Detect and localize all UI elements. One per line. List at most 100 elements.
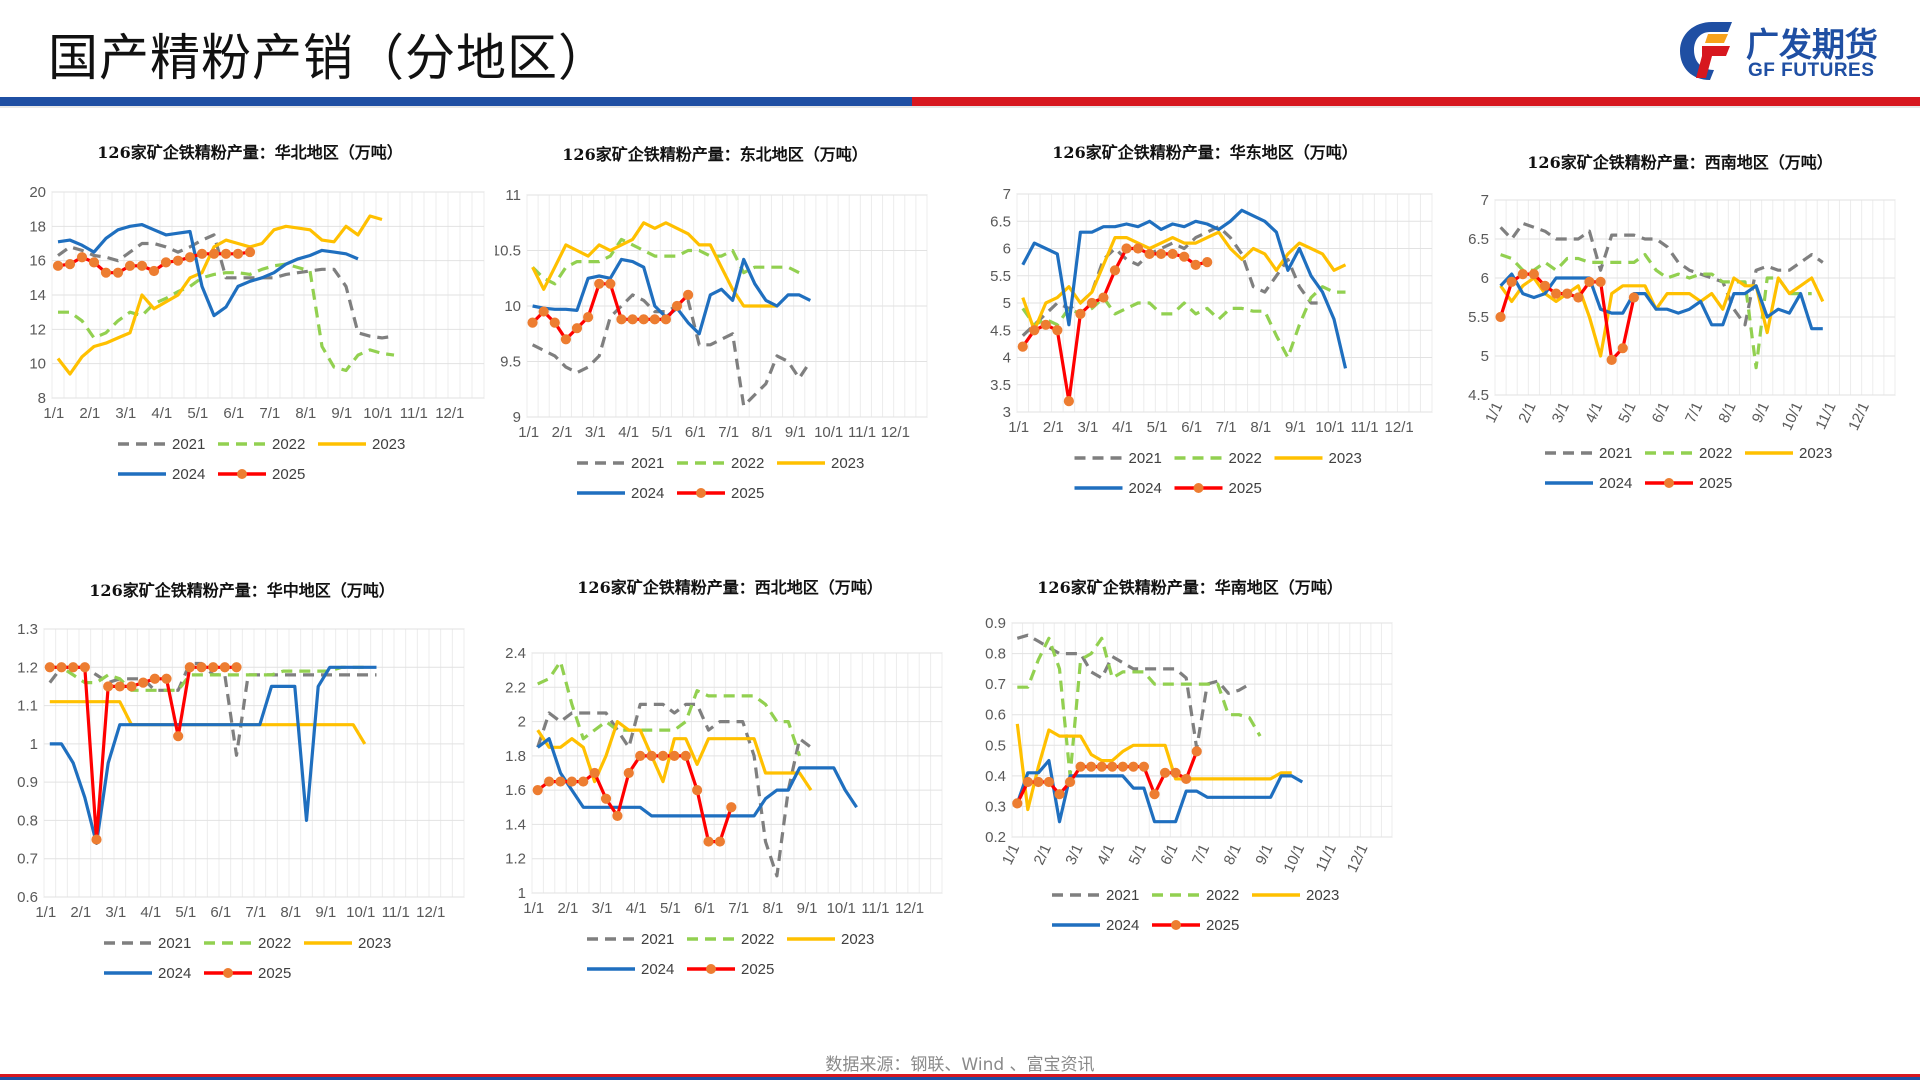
series-line-2021	[531, 293, 812, 408]
data-point-2025	[726, 802, 737, 813]
x-tick-label: 11/1	[1313, 842, 1340, 875]
header-bar-red	[912, 97, 1920, 106]
x-tick-label: 11/1	[861, 900, 889, 917]
x-tick-label: 1/1	[518, 424, 539, 441]
data-point-2025	[1170, 767, 1181, 778]
data-point-2025	[578, 776, 589, 787]
footer-line-blue	[0, 1077, 1920, 1080]
x-tick-label: 11/1	[848, 424, 876, 441]
data-point-2025	[161, 673, 172, 684]
y-tick-label: 1.2	[505, 851, 526, 868]
legend-label-2024: 2024	[1129, 480, 1162, 497]
data-point-2025	[231, 662, 242, 673]
x-tick-label: 1/1	[43, 405, 64, 422]
legend-label-2022: 2022	[258, 935, 291, 952]
y-tick-label: 8	[38, 390, 46, 407]
x-tick-label: 7/1	[1189, 842, 1213, 868]
data-point-2025	[1086, 761, 1097, 772]
data-point-2025	[173, 731, 184, 742]
data-point-2025	[244, 246, 256, 258]
y-tick-label: 10	[29, 356, 46, 373]
legend-label-2021: 2021	[1599, 445, 1632, 462]
data-point-2025	[600, 793, 612, 804]
y-tick-label: 5.5	[1468, 309, 1489, 326]
data-point-2025	[1132, 243, 1144, 254]
data-point-2025	[1551, 288, 1562, 299]
data-point-2025	[148, 265, 160, 277]
data-point-2025	[219, 662, 230, 673]
y-tick-label: 2.2	[505, 679, 526, 696]
x-tick-label: 9/1	[1285, 419, 1306, 436]
chart-title: 126家矿企铁精粉产量：华东地区（万吨）	[1052, 143, 1358, 162]
data-point-2025	[232, 248, 244, 259]
legend-label-2023: 2023	[1306, 887, 1339, 904]
legend-label-2021: 2021	[641, 931, 674, 948]
legend-label-2024: 2024	[1106, 917, 1139, 934]
data-point-2025	[1052, 325, 1063, 336]
x-tick-label: 5/1	[1126, 842, 1150, 868]
x-tick-label: 11/1	[382, 904, 410, 921]
x-tick-label: 12/1	[895, 900, 924, 917]
y-tick-label: 14	[29, 287, 46, 304]
x-tick-label: 2/1	[1031, 842, 1055, 868]
data-point-2025	[635, 750, 646, 761]
y-tick-label: 9.5	[500, 354, 521, 371]
data-point-2025	[1606, 354, 1617, 365]
chart-title: 126家矿企铁精粉产量：华中地区（万吨）	[89, 581, 395, 600]
legend-label-2021: 2021	[158, 935, 191, 952]
x-tick-label: 3/1	[1062, 842, 1086, 868]
y-tick-label: 0.8	[985, 646, 1006, 663]
x-tick-label: 1/1	[1008, 419, 1029, 436]
x-tick-label: 9/1	[315, 904, 336, 921]
x-tick-label: 4/1	[151, 405, 172, 422]
x-tick-label: 2/1	[557, 900, 578, 917]
data-point-2025	[124, 260, 136, 271]
data-point-2025	[1179, 251, 1190, 262]
data-point-2025	[91, 834, 102, 845]
data-point-2025	[220, 248, 232, 259]
x-tick-label: 10/1	[827, 900, 856, 917]
data-point-2025	[543, 776, 555, 787]
x-tick-label: 2/1	[552, 424, 573, 441]
x-tick-label: 6/1	[694, 900, 715, 917]
y-tick-label: 2	[518, 714, 526, 731]
data-point-2025	[1109, 265, 1121, 276]
data-point-2025	[583, 312, 594, 323]
series-line-2024	[57, 222, 359, 318]
x-tick-label: 12/1	[1385, 419, 1414, 436]
data-point-2025	[52, 260, 64, 271]
data-point-2025	[1144, 248, 1155, 260]
legend-label-2024: 2024	[631, 485, 664, 502]
legend-label-2024: 2024	[1599, 475, 1632, 492]
chart-svg: 0.20.30.40.50.60.70.80.91/1 2/1 3/1 4/1 5/1 6…	[985, 615, 1393, 934]
y-tick-label: 5	[1003, 295, 1011, 312]
data-point-2025	[571, 323, 583, 334]
y-tick-label: 0.7	[985, 676, 1006, 693]
data-point-2025	[1128, 761, 1139, 772]
x-tick-label: 3/1	[1549, 400, 1573, 426]
data-point-2025	[703, 836, 714, 847]
legend-label-2022: 2022	[272, 436, 305, 453]
y-tick-label: 1.2	[17, 659, 38, 676]
data-point-2025	[555, 776, 566, 787]
y-tick-label: 4.5	[1468, 387, 1489, 404]
y-tick-label: 5.5	[990, 268, 1011, 285]
y-tick-label: 1.8	[505, 748, 526, 765]
y-tick-label: 10	[504, 298, 521, 315]
legend-label-2023: 2023	[831, 455, 864, 472]
data-point-2025	[560, 334, 571, 345]
x-tick-label: 2/1	[1515, 400, 1539, 426]
x-tick-label: 8/1	[752, 424, 773, 441]
data-point-2025	[1033, 776, 1044, 788]
footer-line-red	[0, 1074, 1920, 1077]
x-tick-label: 8/1	[1221, 842, 1245, 868]
series-line-2022	[1500, 252, 1812, 370]
y-tick-label: 10.5	[495, 243, 521, 260]
data-point-2025	[683, 289, 694, 300]
x-tick-label: 9/1	[797, 900, 818, 917]
data-point-2025	[1043, 776, 1055, 788]
chart-title: 126家矿企铁精粉产量：西北地区（万吨）	[577, 578, 883, 597]
y-tick-label: 7	[1003, 186, 1011, 203]
legend-marker-2025	[1171, 920, 1181, 930]
data-point-2025	[657, 750, 669, 761]
